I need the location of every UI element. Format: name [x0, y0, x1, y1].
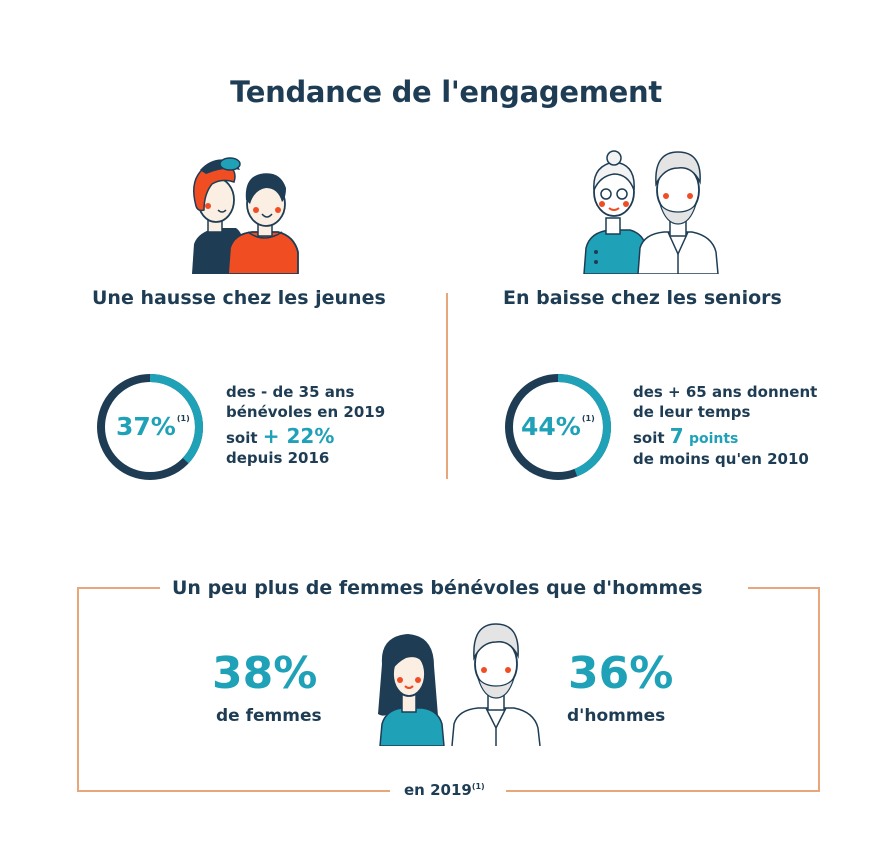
- women-percent: 38%: [212, 648, 318, 699]
- box-bottom-left-line: [77, 790, 390, 792]
- year-footnote: (1): [471, 782, 485, 791]
- young-footnote: (1): [176, 414, 190, 423]
- young-line3-prefix: soit: [226, 429, 258, 447]
- year-note: en 2019(1): [404, 781, 485, 799]
- young-ring-fill: [97, 374, 203, 480]
- vertical-divider: [446, 293, 448, 479]
- young-line4: depuis 2016: [226, 449, 330, 467]
- woman-icon: [378, 634, 445, 746]
- box-top-left-line: [77, 587, 160, 589]
- year-text: en 2019: [404, 781, 472, 799]
- young-percent: 37%(1): [116, 412, 190, 441]
- women-label: de femmes: [216, 706, 322, 726]
- men-label: d'hommes: [567, 706, 666, 726]
- seniors-ring: [505, 374, 611, 480]
- seniors-line2: de leur temps: [633, 403, 751, 421]
- young-people-icon: [192, 157, 299, 274]
- seniors-line4: de moins qu'en 2010: [633, 450, 809, 468]
- seniors-heading: En baisse chez les seniors: [503, 287, 782, 309]
- men-percent: 36%: [568, 648, 674, 699]
- man-icon: [451, 623, 541, 746]
- seniors-ring-fill: [505, 374, 611, 480]
- box-left-line: [77, 587, 79, 792]
- seniors-points-label: points: [688, 431, 739, 447]
- young-line2: bénévoles en 2019: [226, 403, 386, 421]
- seniors-footnote: (1): [581, 414, 595, 423]
- seniors-percent: 44%(1): [521, 412, 595, 441]
- box-bottom-right-line: [506, 790, 820, 792]
- seniors-line3-prefix: soit: [633, 429, 665, 447]
- young-line1: des - de 35 ans: [226, 383, 355, 401]
- box-top-right-line: [748, 587, 820, 589]
- box-right-line: [818, 587, 820, 792]
- seniors-points-value: 7: [669, 424, 684, 448]
- young-percent-value: 37%: [116, 412, 176, 441]
- seniors-description: des + 65 ans donnent de leur temps soit …: [633, 382, 817, 469]
- young-ring: [97, 374, 203, 480]
- seniors-line1: des + 65 ans donnent: [633, 383, 818, 401]
- young-increase-value: + 22%: [262, 424, 335, 448]
- senior-people-icon: [583, 150, 719, 274]
- gender-heading: Un peu plus de femmes bénévoles que d'ho…: [172, 577, 703, 599]
- page-title: Tendance de l'engagement: [230, 75, 662, 109]
- young-description: des - de 35 ans bénévoles en 2019 soit +…: [226, 382, 385, 468]
- young-heading: Une hausse chez les jeunes: [92, 287, 386, 309]
- seniors-percent-value: 44%: [521, 412, 581, 441]
